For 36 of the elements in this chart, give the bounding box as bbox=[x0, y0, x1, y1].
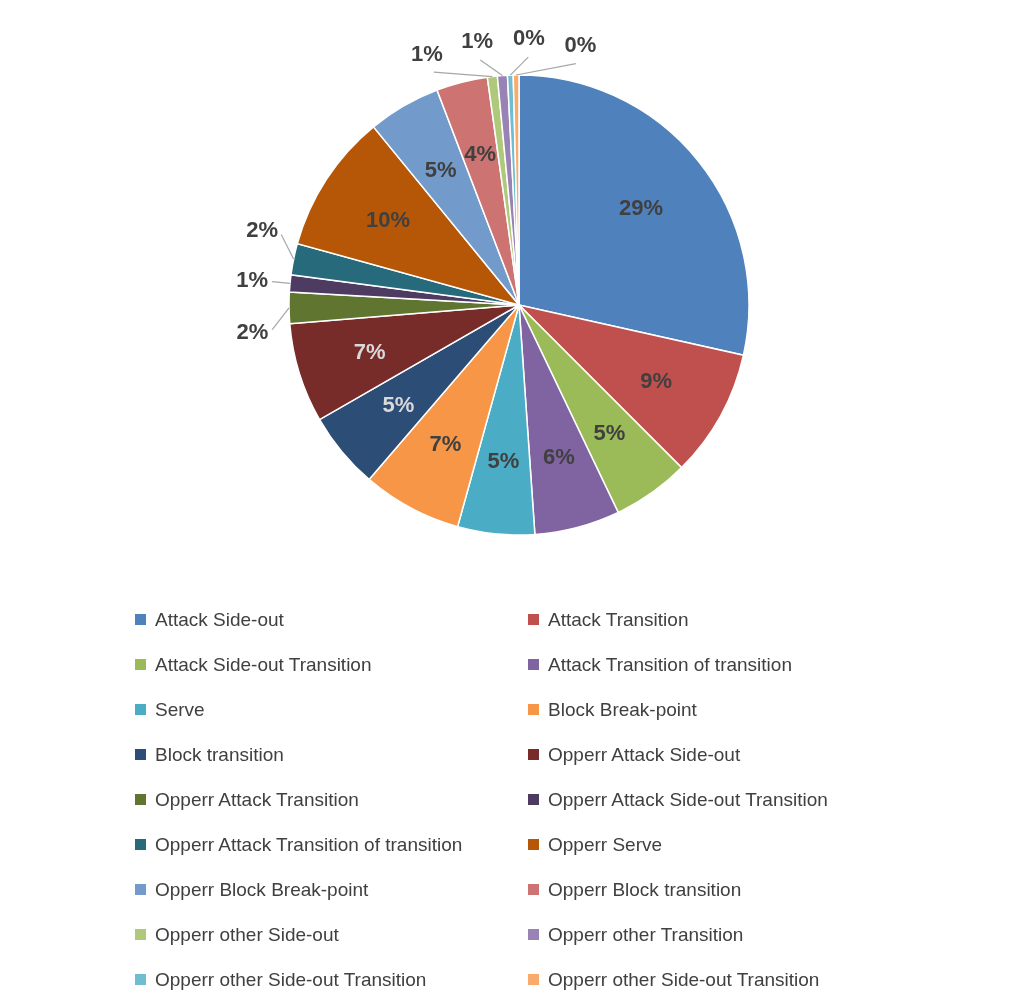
legend-label: Attack Side-out Transition bbox=[155, 653, 372, 675]
legend-label: Opperr Block Break-point bbox=[155, 878, 370, 900]
legend-label: Opperr Attack Transition bbox=[155, 788, 359, 810]
data-label: 5% bbox=[382, 392, 415, 418]
data-label: 1% bbox=[411, 41, 443, 67]
legend-label: Attack Transition of transition bbox=[548, 653, 792, 675]
data-label: 1% bbox=[236, 267, 269, 293]
legend-label: Block transition bbox=[155, 743, 284, 765]
data-label: 5% bbox=[593, 420, 626, 446]
legend-label: Opperr Serve bbox=[548, 833, 663, 855]
legend-label: Serve bbox=[155, 698, 205, 720]
legend-label: Opperr Attack Side-out Transition bbox=[548, 788, 828, 810]
legend-label: Opperr other Side-out Transition bbox=[548, 968, 820, 990]
legend-label: Opperr Attack Side-out bbox=[548, 743, 741, 765]
data-label: 10% bbox=[365, 207, 411, 233]
data-label: 4% bbox=[464, 141, 496, 167]
data-label: 7% bbox=[429, 430, 462, 456]
data-label: 29% bbox=[619, 194, 664, 220]
data-label: 5% bbox=[424, 157, 457, 183]
data-label: 0% bbox=[513, 24, 545, 50]
legend-label: Opperr other Transition bbox=[548, 923, 744, 945]
data-label: 1% bbox=[461, 27, 494, 53]
legend-label: Opperr other Side-out Transition bbox=[155, 968, 427, 990]
legend-label: Opperr Block transition bbox=[548, 878, 742, 900]
data-label: 2% bbox=[236, 319, 269, 345]
legend-label: Block Break-point bbox=[548, 698, 698, 720]
data-label: 6% bbox=[542, 443, 575, 469]
data-label: 0% bbox=[564, 31, 597, 57]
data-label: 7% bbox=[353, 339, 386, 365]
data-label: 5% bbox=[487, 448, 520, 474]
legend-label: Opperr other Side-out bbox=[155, 923, 340, 945]
legend-label: Attack Transition bbox=[548, 608, 689, 630]
data-label: 9% bbox=[640, 368, 672, 394]
legend-label: Opperr Attack Transition of transition bbox=[155, 833, 463, 855]
legend-label: Attack Side-out bbox=[155, 608, 285, 630]
data-label: 2% bbox=[246, 216, 278, 242]
